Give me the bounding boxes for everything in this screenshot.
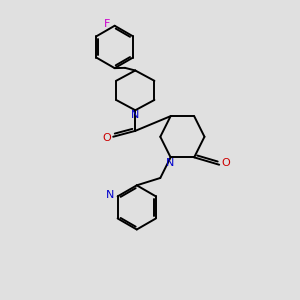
Text: O: O xyxy=(102,133,111,143)
Text: N: N xyxy=(166,158,174,168)
Text: F: F xyxy=(104,19,110,29)
Text: N: N xyxy=(131,110,140,120)
Text: O: O xyxy=(221,158,230,168)
Text: N: N xyxy=(106,190,115,200)
